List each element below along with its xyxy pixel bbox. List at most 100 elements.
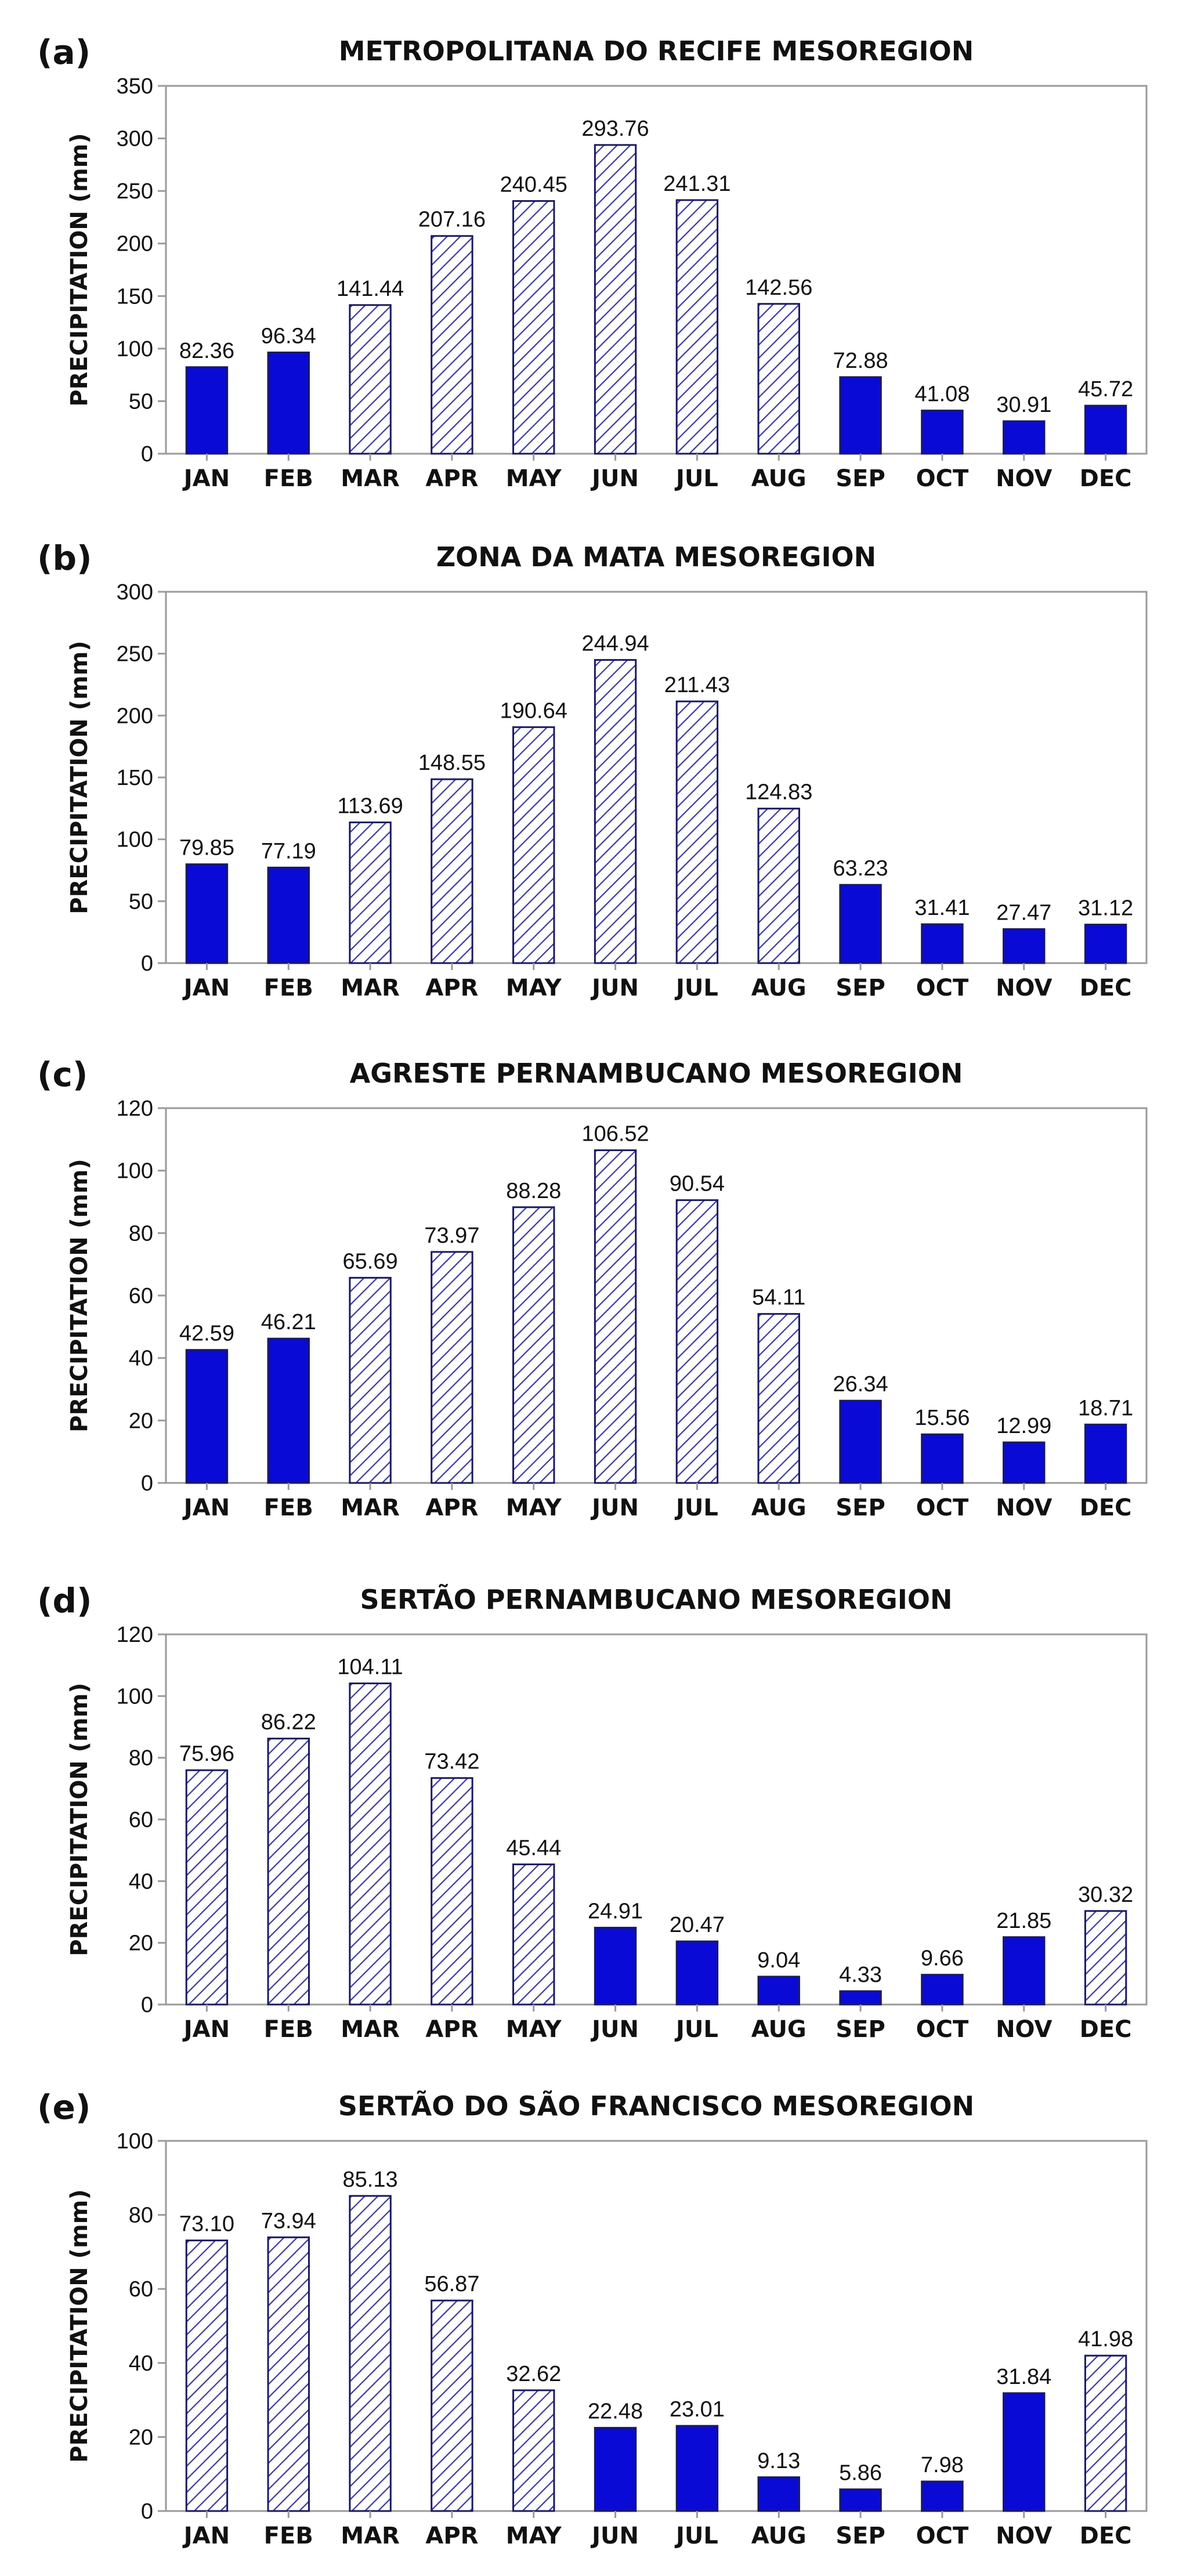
data-label: 293.76 [581,117,649,141]
bar-sep [839,376,882,455]
bar-jun [594,2427,637,2512]
bar-nov [1003,2392,1046,2512]
panel-label: (e) [37,2087,91,2127]
bar-oct [921,1974,964,2006]
x-tick-label: AUG [751,465,807,492]
bar-jan [185,1769,229,2006]
bar-oct [921,410,964,455]
bar-aug [757,808,800,964]
chart-panel-1: (a) METROPOLITANA DO RECIFE MESOREGION 0 50… [37,32,1148,492]
x-tick-label: SEP [836,2016,885,2043]
bar-dec [1084,2354,1127,2512]
data-label: 141.44 [337,277,404,301]
x-tick-label: MAR [341,975,400,1001]
y-tick-label: 0 [141,1471,153,1496]
y-tick-label: 150 [117,766,153,790]
data-label: 73.97 [424,1224,479,1248]
y-tick-label: 100 [117,2129,153,2154]
x-tick-label: FEB [264,465,313,492]
bar-dec [1084,404,1127,455]
bar-jun [594,144,637,455]
x-tick-label: JAN [182,2016,230,2043]
bar-apr [431,235,473,455]
data-label: 75.96 [179,1742,234,1766]
x-tick-label: JUN [590,2523,639,2549]
bar-nov [1003,1936,1046,2006]
data-label: 148.55 [418,751,486,775]
data-label: 77.19 [261,839,316,863]
bar-jul [675,199,719,455]
bar-mar [349,1682,392,2006]
y-tick-label: 0 [141,442,153,466]
y-tick-label: 40 [129,1347,153,1371]
data-label: 23.01 [670,2397,725,2422]
data-label: 72.88 [833,349,888,373]
x-tick-label: FEB [264,2523,313,2549]
x-tick-label: AUG [751,2016,807,2043]
y-tick-label: 120 [117,1097,153,1121]
bar-feb [267,1337,310,1484]
data-label: 85.13 [343,2168,398,2192]
bar-jul [675,2425,719,2512]
x-tick-label: DEC [1080,2523,1132,2549]
bar-nov [1003,1441,1046,1484]
x-tick-label: OCT [916,1495,969,1521]
x-tick-label: NOV [996,1495,1052,1521]
bar-nov [1003,928,1046,964]
data-label: 41.98 [1078,2327,1133,2351]
y-tick-label: 20 [129,2425,153,2450]
bar-oct [921,2480,964,2512]
panel-label: (a) [37,32,91,72]
y-tick-label: 300 [117,127,153,151]
data-label: 12.99 [996,1414,1051,1438]
y-tick-label: 60 [129,2277,153,2302]
chart-title: SERTÃO PERNAMBUCANO MESOREGION [360,1583,952,1615]
bar-jun [594,659,637,964]
data-label: 31.84 [996,2365,1051,2389]
x-tick-label: JAN [182,975,230,1001]
y-tick-label: 60 [129,1284,153,1308]
data-label: 54.11 [752,1286,805,1310]
x-tick-label: MAR [341,465,400,492]
x-tick-label: JAN [182,1495,230,1521]
bar-may [512,2389,555,2512]
x-tick-label: FEB [264,975,313,1001]
data-label: 244.94 [581,631,649,656]
data-label: 18.71 [1078,1396,1133,1420]
data-label: 9.66 [921,1947,964,1971]
bar-dec [1084,924,1127,964]
y-axis-label: PRECIPITATION (mm) [66,2189,93,2462]
x-tick-label: OCT [916,975,969,1001]
data-label: 9.13 [757,2449,800,2473]
bar-may [512,200,555,455]
chart-panel-4: (d) SERTÃO PERNAMBUCANO MESOREGION 0 20 40 60… [37,1581,1148,2043]
data-label: 73.10 [179,2212,234,2237]
y-axis-label: PRECIPITATION (mm) [66,1683,93,1956]
panel-label: (c) [37,1055,88,1094]
x-tick-label: JUN [590,975,639,1001]
data-label: 106.52 [581,1122,649,1146]
x-tick-label: AUG [751,2523,807,2549]
bar-aug [757,303,800,455]
bar-mar [349,2195,392,2512]
x-tick-label: JUL [674,975,718,1001]
data-label: 41.08 [914,382,970,407]
plot-frame [165,85,1148,455]
bar-feb [267,1738,310,2006]
y-tick-label: 100 [117,1684,153,1709]
data-label: 45.44 [506,1836,561,1860]
bar-apr [431,1777,473,2006]
data-label: 30.32 [1078,1883,1133,1907]
y-tick-label: 80 [129,1221,153,1246]
x-tick-label: FEB [264,2016,313,2043]
data-label: 5.86 [839,2461,882,2485]
bar-jul [675,700,719,964]
y-tick-label: 250 [117,642,153,667]
x-tick-label: SEP [836,2523,885,2549]
x-tick-label: NOV [996,975,1052,1001]
x-tick-label: JUN [590,1495,639,1521]
bar-jun [594,1927,637,2006]
bar-mar [349,821,392,964]
bar-may [512,1863,555,2006]
